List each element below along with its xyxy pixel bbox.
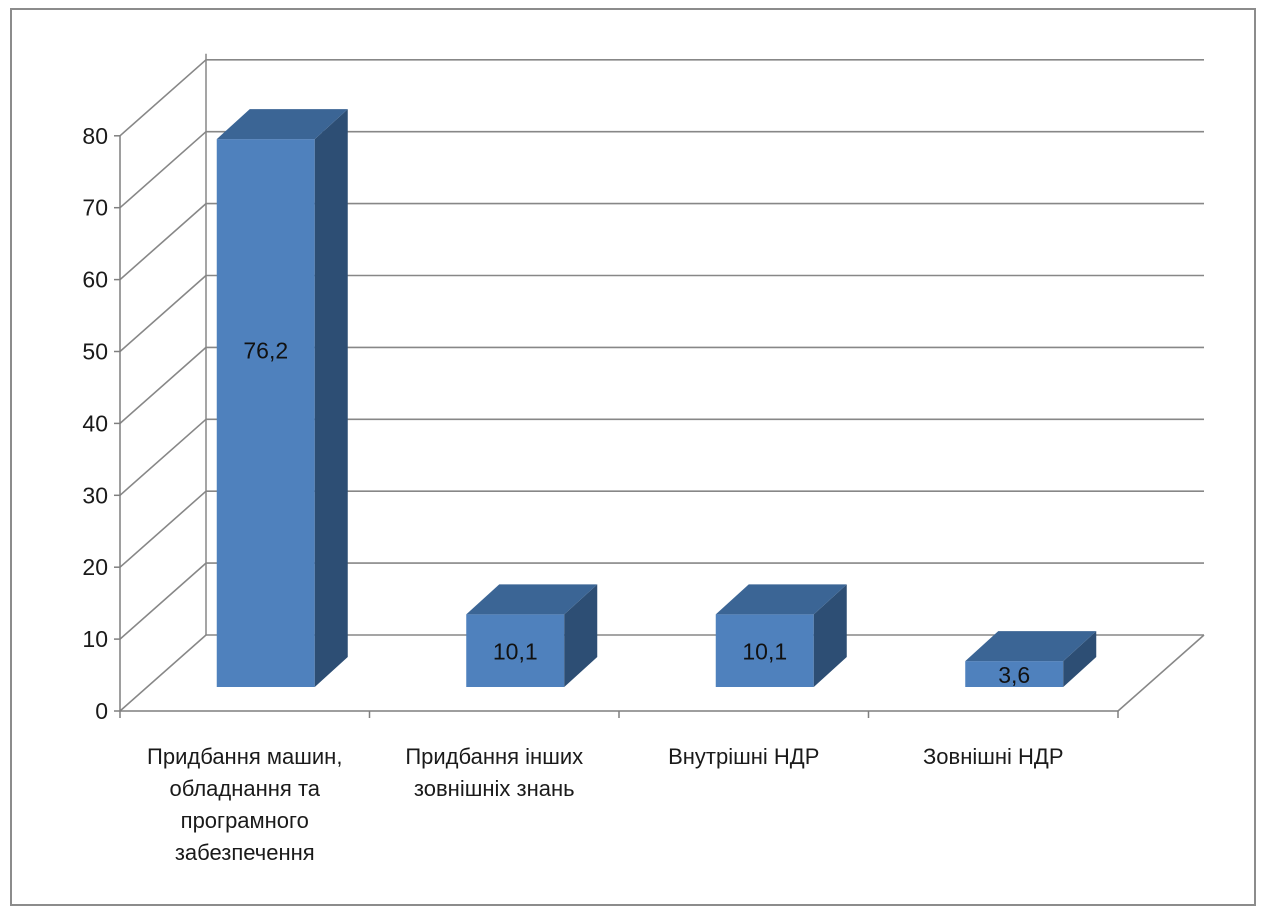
y-tick-label: 70: [82, 195, 108, 221]
floor-left-edge: [119, 634, 207, 712]
bars: [216, 109, 1097, 687]
bar-side: [564, 584, 598, 687]
gridline-diagonal: [119, 418, 207, 496]
x-category-label: Придбання інших: [405, 744, 583, 769]
bar-3: [715, 584, 847, 687]
bar-front: [216, 139, 315, 687]
axes: [114, 53, 1119, 718]
y-tick-label: 10: [82, 626, 108, 652]
gridline-diagonal: [119, 490, 207, 568]
gridline-diagonal: [119, 346, 207, 424]
x-category-label: Внутрішні НДР: [668, 744, 819, 769]
labels: 0 10 20 30 40 50 60 70 80 76,2 Придбання машин, обл…: [82, 123, 1063, 865]
floor-right-edge: [1117, 634, 1205, 712]
data-label: 76,2: [243, 337, 288, 363]
bar-top: [466, 584, 598, 615]
y-tick-label: 0: [95, 698, 108, 724]
x-category-label: Зовнішні НДР: [923, 744, 1064, 769]
bar-side: [1063, 631, 1097, 687]
bar-2: [466, 584, 598, 687]
x-category-label: програмного: [181, 808, 309, 833]
y-tick-label: 30: [82, 482, 108, 508]
x-category-label: зовнішніх знань: [414, 776, 575, 801]
gridline-diagonal: [119, 562, 207, 640]
bar-top: [715, 584, 847, 615]
bar-top: [216, 109, 348, 140]
bar-front: [965, 661, 1064, 687]
bar-1: [216, 109, 348, 687]
bar-front: [715, 614, 814, 687]
gridline-diagonal: [119, 59, 207, 137]
gridline-diagonal: [119, 131, 207, 209]
bar-top: [965, 631, 1097, 662]
gridline-diagonal: [119, 203, 207, 281]
y-tick-label: 40: [82, 410, 108, 436]
bar-front: [466, 614, 565, 687]
gridlines: [119, 58, 1205, 712]
data-label: 10,1: [493, 639, 538, 665]
x-category-label: Придбання машин,: [147, 744, 342, 769]
y-tick-label: 20: [82, 554, 108, 580]
data-label: 3,6: [998, 662, 1030, 688]
bar-side: [314, 109, 348, 687]
x-category-label: обладнання та: [169, 776, 320, 801]
y-tick-label: 50: [82, 339, 108, 365]
bar-4: [965, 631, 1097, 687]
data-label: 10,1: [742, 639, 787, 665]
x-category-label: забезпечення: [175, 840, 315, 865]
bar-side: [813, 584, 847, 687]
y-tick-label: 80: [82, 123, 108, 149]
gridline-diagonal: [119, 274, 207, 353]
y-tick-label: 60: [82, 267, 108, 293]
